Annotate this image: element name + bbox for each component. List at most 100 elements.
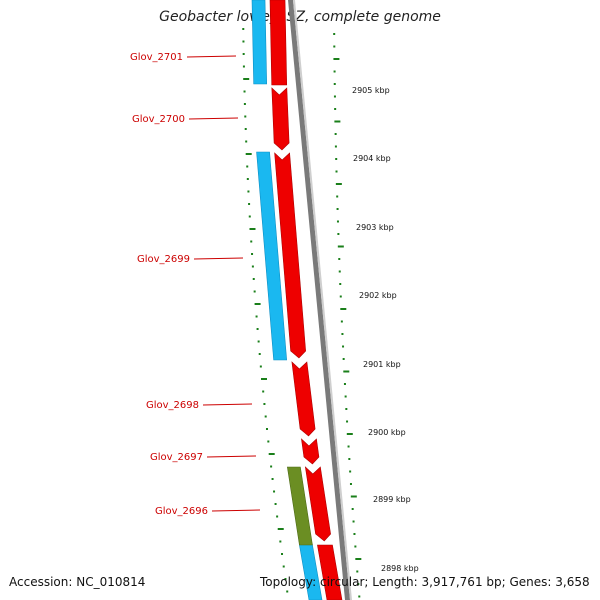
gc-tick <box>244 128 247 130</box>
reverse-cds-segment <box>251 0 268 85</box>
gc-tick <box>350 495 357 498</box>
gc-tick <box>242 40 245 43</box>
gc-tick <box>270 465 273 468</box>
gc-tick <box>251 253 254 255</box>
gene-label-leader <box>193 257 244 260</box>
gc-tick <box>344 395 347 398</box>
gc-tick <box>333 83 336 85</box>
gc-tick <box>348 458 351 460</box>
gc-tick <box>255 315 258 318</box>
genome-summary: Topology: circular; Length: 3,917,761 bp… <box>260 575 590 589</box>
gc-tick <box>243 103 246 105</box>
gc-tick <box>342 358 345 360</box>
gene-label-leader <box>188 117 239 120</box>
gc-tick <box>349 470 352 473</box>
gc-tick <box>337 233 340 235</box>
gc-tick <box>282 565 285 568</box>
gc-tick <box>345 408 348 410</box>
forward-cds-segment <box>304 466 331 542</box>
gene-label-leader <box>211 509 261 512</box>
gc-tick <box>334 133 337 135</box>
gc-tick <box>357 583 360 585</box>
gc-tick <box>333 70 336 73</box>
gc-tick <box>334 108 337 110</box>
gc-tick <box>335 183 342 185</box>
gene-label-leader <box>202 403 253 406</box>
kbp-label: 2904 kbp <box>353 154 391 163</box>
gc-tick <box>244 115 247 118</box>
gene-label: Glov_2700 <box>132 114 185 125</box>
gc-tick-track <box>242 28 362 598</box>
gc-tick <box>343 370 350 373</box>
gene-label: Glov_2698 <box>146 400 199 411</box>
kbp-label: 2905 kbp <box>352 86 390 95</box>
gc-tick <box>247 190 250 193</box>
forward-cds-segment <box>301 438 320 465</box>
kbp-label: 2901 kbp <box>363 360 401 369</box>
gc-tick <box>251 265 254 268</box>
gc-tick <box>262 390 265 393</box>
forward-cds-segment <box>269 0 288 86</box>
gc-tick <box>264 415 267 418</box>
gc-tick <box>263 403 266 405</box>
gc-tick <box>356 570 359 573</box>
gc-tick <box>281 553 284 555</box>
forward-cds-segment <box>317 544 343 600</box>
gc-tick <box>337 245 344 248</box>
gc-tick <box>273 490 276 493</box>
gc-tick <box>338 270 341 273</box>
gc-tick <box>339 283 342 285</box>
gc-tick <box>250 240 253 243</box>
gc-tick <box>352 520 355 523</box>
scale-track: 2905 kbp 2904 kbp 2903 kbp 2902 kbp 2901 kbp… <box>352 86 419 573</box>
gc-tick <box>243 90 246 93</box>
kbp-label: 2900 kbp <box>368 428 406 437</box>
gc-tick <box>334 120 341 123</box>
backbone-track <box>288 0 352 600</box>
gc-tick <box>342 345 345 348</box>
forward-cds-segment <box>274 152 306 359</box>
gc-tick <box>284 578 287 580</box>
forward-cds-segment <box>271 87 290 151</box>
gc-tick <box>265 428 268 430</box>
gc-tick <box>259 365 262 368</box>
gc-tick <box>333 58 340 60</box>
gc-tick <box>338 258 341 260</box>
backbone-line <box>288 0 350 600</box>
gc-tick <box>246 165 249 168</box>
gc-tick <box>245 140 248 143</box>
gc-tick <box>340 320 343 323</box>
map-title: Geobacter lovleyi SZ, complete genome <box>159 9 441 25</box>
gc-tick <box>242 28 245 30</box>
gc-tick <box>335 170 338 173</box>
gc-tick <box>355 558 362 560</box>
gc-tick <box>254 303 261 305</box>
gc-tick <box>347 445 350 448</box>
green-feature-segment <box>287 466 313 546</box>
gc-tick <box>336 195 339 198</box>
gc-tick <box>336 208 339 210</box>
gc-tick <box>242 53 245 55</box>
gc-tick <box>243 78 250 80</box>
gc-tick <box>340 308 347 310</box>
gc-tick <box>274 503 277 505</box>
gc-tick <box>246 178 249 180</box>
gc-tick <box>245 153 252 155</box>
gene-label: Glov_2699 <box>137 254 190 265</box>
gc-tick <box>341 333 344 335</box>
gc-tick <box>334 145 337 148</box>
gc-tick <box>267 440 270 443</box>
kbp-label: 2898 kbp <box>381 564 419 573</box>
gc-tick <box>248 203 251 205</box>
gene-label: Glov_2697 <box>150 452 203 463</box>
gc-tick <box>242 65 245 68</box>
accession-text: Accession: NC_010814 <box>9 575 146 589</box>
gc-tick <box>248 215 251 218</box>
gc-tick <box>249 228 256 230</box>
gc-tick <box>346 420 349 423</box>
gc-tick <box>349 483 352 485</box>
gc-tick <box>253 290 256 293</box>
gc-tick <box>279 540 282 543</box>
gc-tick <box>252 278 255 280</box>
